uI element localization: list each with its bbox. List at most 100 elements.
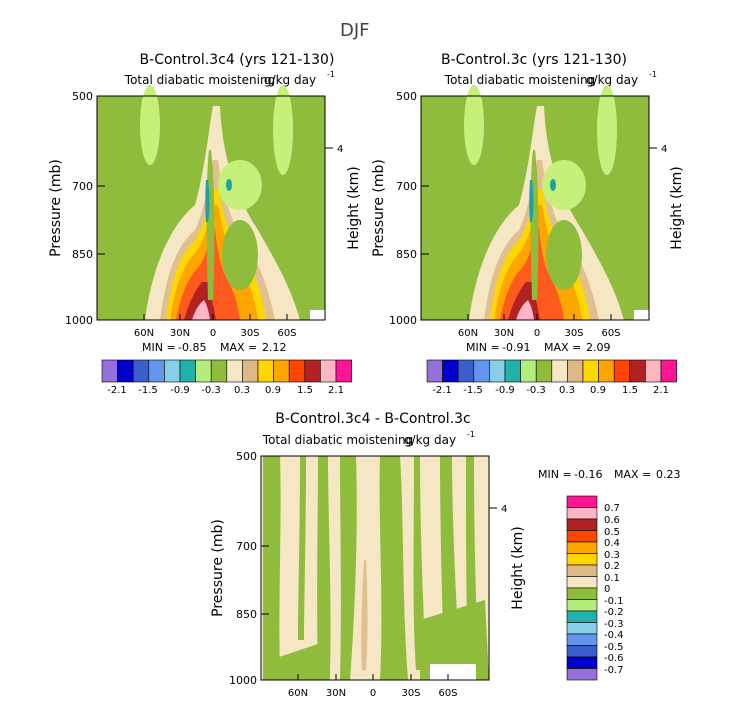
panel2-ytick-label: 700 bbox=[396, 180, 417, 193]
colorbar-swatch bbox=[566, 587, 598, 600]
panel2-subtitle: Total diabatic moistening bbox=[444, 73, 595, 87]
panel3-contour-d bbox=[340, 456, 357, 680]
panel1-ytick-label: 1000 bbox=[65, 314, 93, 327]
panel1-max-value: 2.12 bbox=[262, 341, 287, 354]
panel2-xtick-label: 60S bbox=[601, 328, 620, 339]
colorbar-swatch bbox=[660, 359, 677, 383]
colorbar-swatch bbox=[566, 495, 598, 508]
colorbar-swatch bbox=[598, 359, 615, 383]
panel1-cbar-label: -0.9 bbox=[170, 385, 190, 396]
colorbar-swatch bbox=[117, 359, 134, 383]
panel1-cbar-label: -0.3 bbox=[201, 385, 221, 396]
colorbar-swatch bbox=[288, 359, 306, 383]
panel3-units-exp: -1 bbox=[467, 430, 475, 439]
panel1-cbar-label: 2.1 bbox=[328, 385, 344, 396]
colorbar-swatch bbox=[629, 359, 646, 383]
colorbar-swatch bbox=[457, 359, 475, 383]
panel1-cbar-label: 0.3 bbox=[234, 385, 250, 396]
panel3-cbar-label: -0.6 bbox=[604, 653, 624, 664]
panel1-xtick-label: 0 bbox=[210, 328, 216, 339]
panel3-ytick-label: 700 bbox=[236, 540, 257, 553]
panel3-y2tick-label: 4 bbox=[501, 504, 507, 515]
panel1-contour-m bbox=[226, 179, 232, 191]
colorbar-swatch bbox=[566, 541, 598, 554]
panel2-units-exp: -1 bbox=[649, 70, 657, 79]
panel2-y-axis: 500 700 850 1000 Pressure (mb) bbox=[371, 90, 429, 327]
panel3-min-value: -0.16 bbox=[574, 468, 602, 481]
panel1-min-label: MIN = bbox=[142, 341, 176, 354]
panel1-cbar-label: -1.5 bbox=[138, 385, 158, 396]
panel3-cbar-label: -0.4 bbox=[604, 630, 624, 641]
panel2-cbar-label: -1.5 bbox=[463, 385, 483, 396]
colorbar-swatch bbox=[566, 564, 598, 577]
panel3-cbar-label: -0.3 bbox=[604, 619, 624, 630]
panel1-units: g/kg day bbox=[264, 73, 316, 87]
panel1-ytick-label: 700 bbox=[72, 180, 93, 193]
panel2-cbar-label: 2.1 bbox=[653, 385, 669, 396]
panel3-cbar-label: 0.2 bbox=[604, 561, 620, 572]
colorbar-swatch bbox=[426, 359, 443, 383]
panel3-ytick-label: 500 bbox=[236, 450, 257, 463]
panel2-contour-i bbox=[516, 300, 534, 320]
colorbar-swatch bbox=[473, 359, 490, 383]
colorbar-swatch bbox=[273, 359, 290, 383]
panel3-xtick-label: 0 bbox=[370, 688, 376, 699]
panel3-cbar-label: 0.1 bbox=[604, 573, 620, 584]
panel3-contour-i bbox=[263, 640, 330, 680]
panel2-ytick-label: 500 bbox=[396, 90, 417, 103]
panel2-xtick-label: 30N bbox=[494, 328, 514, 339]
panel3-contour-f bbox=[413, 456, 426, 670]
colorbar-swatch bbox=[582, 359, 599, 383]
colorbar-swatch bbox=[195, 359, 212, 383]
panel2-xtick-label: 30S bbox=[564, 328, 583, 339]
panel2-contour-n bbox=[546, 220, 582, 290]
panel3-ytick-label: 850 bbox=[236, 608, 257, 621]
panel3-contour-b bbox=[298, 456, 306, 640]
panel1-cbar-label: 1.5 bbox=[297, 385, 313, 396]
panel3-max-value: 0.23 bbox=[656, 468, 681, 481]
panel1-field bbox=[96, 85, 326, 321]
panel3-contour-k bbox=[361, 560, 368, 670]
panel2-colorbar bbox=[426, 359, 677, 383]
panel2-cbar-label: 1.5 bbox=[622, 385, 638, 396]
panel2-cbar-label: 0.3 bbox=[559, 385, 575, 396]
panel3-cbar-label: -0.1 bbox=[604, 596, 624, 607]
colorbar-swatch bbox=[242, 359, 259, 383]
panel3-cbar-label: 0.5 bbox=[604, 527, 620, 538]
panel3-x-axis: 60N 30N 0 30S 60S bbox=[288, 674, 458, 699]
panel3-colorbar bbox=[566, 495, 598, 681]
panel3-contour-c bbox=[317, 456, 331, 670]
colorbar-swatch bbox=[613, 359, 631, 383]
panel1-max-label: MAX = bbox=[220, 341, 257, 354]
panel1-contour-k bbox=[205, 180, 210, 222]
panel2-y2-axis: 4 Height (km) bbox=[649, 144, 685, 250]
panel3-y2-axis: 4 Height (km) bbox=[489, 504, 526, 610]
panel1-min-value: -0.85 bbox=[178, 341, 206, 354]
panel3-max-label: MAX = bbox=[614, 468, 651, 481]
panel1-cbar-label: -2.1 bbox=[107, 385, 127, 396]
panel3-contour-a bbox=[263, 456, 281, 680]
panel2-cbar-label: 0.9 bbox=[590, 385, 606, 396]
panel3-contour-e bbox=[379, 456, 408, 680]
panel1-contour-a bbox=[140, 85, 160, 165]
panel3-y2label: Height (km) bbox=[510, 526, 526, 609]
colorbar-swatch bbox=[210, 359, 228, 383]
panel1-y-axis: 500 700 850 1000 Pressure (mb) bbox=[48, 90, 105, 327]
panel2-y2label: Height (km) bbox=[669, 166, 685, 249]
panel3-cbar-label: -0.7 bbox=[604, 665, 624, 676]
panel1-title: B-Control.3c4 (yrs 121-130) bbox=[140, 52, 335, 68]
panel2-max-value: 2.09 bbox=[586, 341, 611, 354]
panel1-xtick-label: 30S bbox=[240, 328, 259, 339]
panel2-frame bbox=[420, 95, 650, 321]
colorbar-swatch bbox=[101, 359, 118, 383]
colorbar-swatch bbox=[566, 633, 598, 646]
panel1-frame bbox=[96, 95, 326, 321]
colorbar-swatch bbox=[304, 359, 321, 383]
panel2-max-label: MAX = bbox=[544, 341, 581, 354]
colorbar-swatch bbox=[645, 359, 662, 383]
panel1-xtick-label: 60S bbox=[277, 328, 296, 339]
panel3-cbar-label: -0.5 bbox=[604, 642, 624, 653]
panel2-units: g/kg day bbox=[586, 73, 638, 87]
colorbar-swatch bbox=[566, 668, 598, 681]
